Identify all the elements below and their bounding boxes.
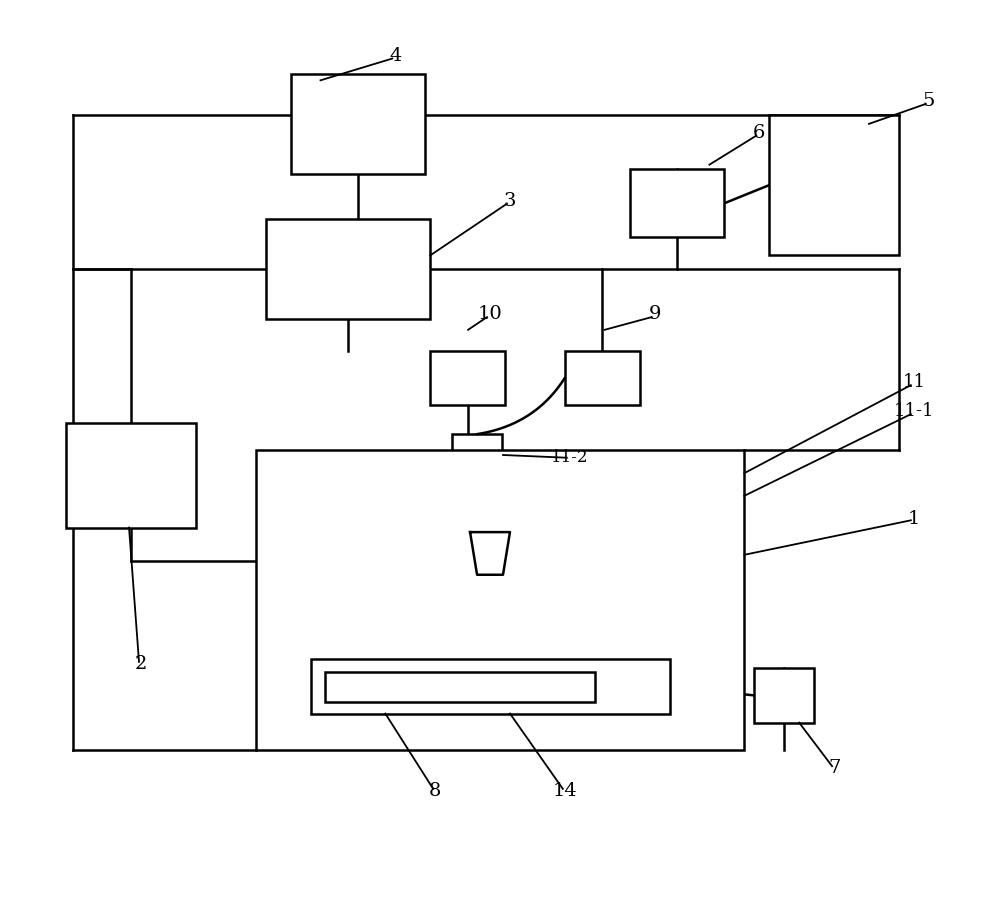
Text: 1: 1 — [908, 510, 920, 528]
Text: 7: 7 — [828, 759, 840, 777]
Text: 2: 2 — [135, 654, 147, 672]
Text: 4: 4 — [389, 46, 401, 65]
Bar — [311, 659, 670, 713]
Text: 3: 3 — [504, 192, 516, 210]
Text: 11-2: 11-2 — [551, 450, 589, 466]
Bar — [754, 668, 814, 723]
Bar — [266, 219, 430, 318]
Bar — [66, 423, 196, 528]
Bar — [325, 672, 595, 702]
Bar — [630, 169, 724, 238]
Text: 11: 11 — [902, 373, 925, 391]
Bar — [452, 434, 502, 467]
Bar — [291, 74, 425, 174]
Text: 9: 9 — [648, 306, 661, 323]
Text: 14: 14 — [552, 782, 577, 800]
Bar — [430, 350, 505, 405]
Bar — [769, 115, 899, 256]
Text: 10: 10 — [478, 306, 502, 323]
Text: 8: 8 — [429, 782, 441, 800]
Bar — [256, 450, 744, 750]
Text: 11-1: 11-1 — [894, 402, 934, 420]
Bar — [565, 350, 640, 405]
Text: 5: 5 — [923, 92, 935, 110]
Text: 6: 6 — [753, 124, 765, 142]
